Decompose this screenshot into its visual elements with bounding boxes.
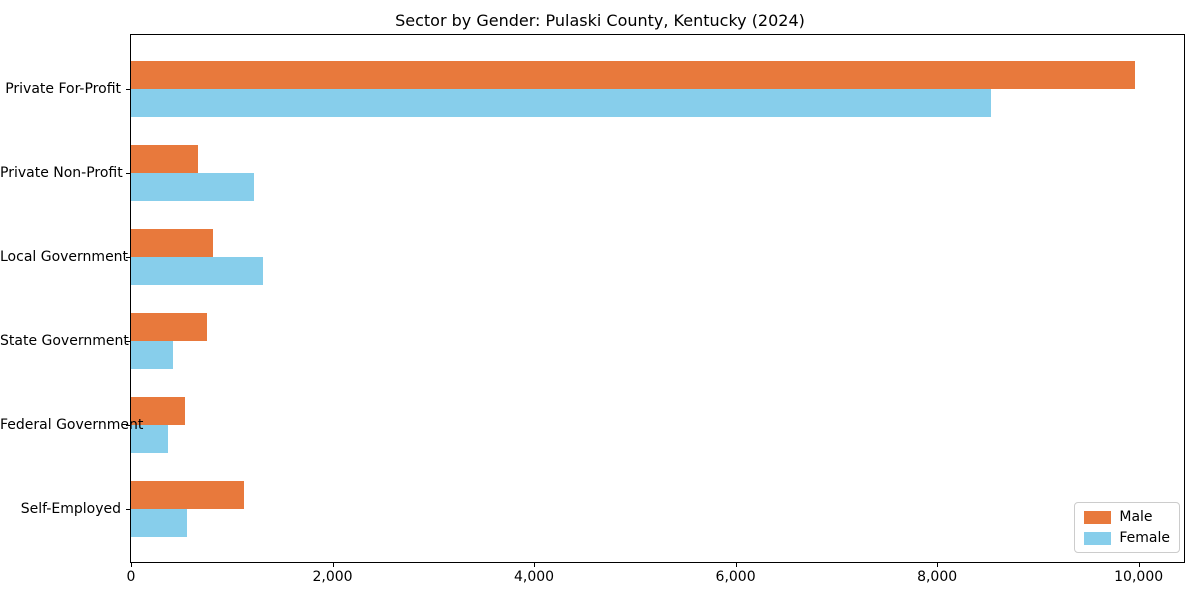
legend-swatch-male bbox=[1084, 510, 1112, 524]
x-tick-mark bbox=[1138, 563, 1140, 567]
bar-female-1 bbox=[131, 173, 254, 201]
x-tick-mark bbox=[937, 563, 939, 567]
y-tick-mark bbox=[126, 509, 130, 510]
x-tick-label: 2,000 bbox=[312, 569, 353, 585]
x-tick-mark bbox=[735, 563, 737, 567]
x-tick-label: 6,000 bbox=[715, 569, 756, 585]
bar-female-3 bbox=[131, 341, 173, 369]
legend-item-female: Female bbox=[1084, 530, 1170, 546]
y-axis-label: Federal Government bbox=[0, 417, 144, 433]
legend-item-male: Male bbox=[1084, 509, 1170, 525]
x-tick-label: 0 bbox=[126, 569, 136, 585]
bar-male-5 bbox=[131, 481, 244, 509]
y-axis-label: Private For-Profit bbox=[5, 81, 121, 97]
x-tick-mark bbox=[534, 563, 536, 567]
x-tick-label: 8,000 bbox=[917, 569, 958, 585]
y-tick-mark bbox=[126, 425, 130, 426]
legend: Male Female bbox=[1074, 502, 1180, 553]
bar-female-2 bbox=[131, 257, 263, 285]
bar-male-3 bbox=[131, 313, 208, 341]
x-tick-label: 4,000 bbox=[514, 569, 555, 585]
bar-male-4 bbox=[131, 397, 185, 425]
y-tick-mark bbox=[126, 173, 130, 174]
chart-title: Sector by Gender: Pulaski County, Kentuc… bbox=[395, 11, 805, 30]
bar-female-0 bbox=[131, 89, 991, 117]
y-axis-label: Local Government bbox=[0, 249, 129, 265]
legend-swatch-female bbox=[1084, 531, 1112, 545]
y-tick-mark bbox=[126, 89, 130, 90]
bar-male-0 bbox=[131, 61, 1135, 89]
bar-male-2 bbox=[131, 229, 213, 257]
x-tick-label: 10,000 bbox=[1114, 569, 1164, 585]
y-tick-mark bbox=[126, 341, 130, 342]
plot-area: Male Female bbox=[130, 34, 1185, 563]
bar-female-4 bbox=[131, 425, 169, 453]
y-axis-label: Private Non-Profit bbox=[0, 165, 123, 181]
bar-male-1 bbox=[131, 145, 198, 173]
y-tick-mark bbox=[126, 257, 130, 258]
bar-female-5 bbox=[131, 509, 188, 537]
y-axis-label: Self-Employed bbox=[20, 501, 121, 517]
y-axis-label: State Government bbox=[0, 333, 129, 349]
legend-label-male: Male bbox=[1119, 509, 1153, 525]
x-tick-mark bbox=[332, 563, 334, 567]
legend-label-female: Female bbox=[1119, 530, 1170, 546]
x-tick-mark bbox=[131, 563, 132, 567]
